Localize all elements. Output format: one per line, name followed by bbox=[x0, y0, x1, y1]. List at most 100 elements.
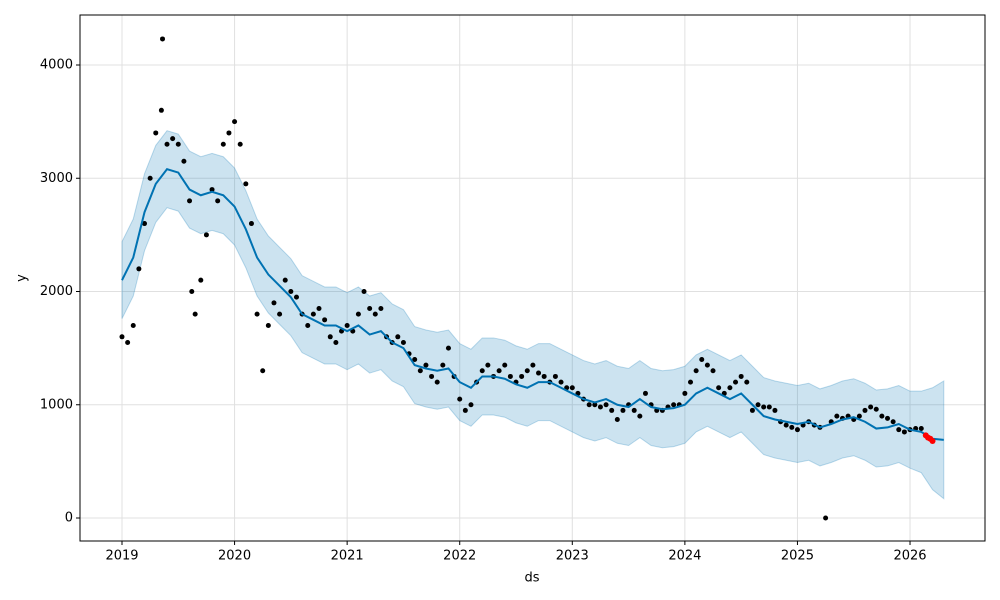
observed-point bbox=[631, 407, 637, 413]
observed-point bbox=[142, 221, 148, 227]
observed-point bbox=[733, 379, 739, 385]
observed-point bbox=[772, 407, 778, 413]
observed-point bbox=[541, 373, 547, 379]
observed-point bbox=[271, 300, 277, 306]
observed-point bbox=[136, 266, 142, 272]
observed-point bbox=[400, 339, 406, 345]
observed-point bbox=[181, 158, 187, 164]
observed-point bbox=[536, 370, 542, 376]
observed-point bbox=[226, 130, 232, 136]
observed-point bbox=[468, 402, 474, 408]
observed-point bbox=[130, 322, 136, 328]
observed-point bbox=[592, 402, 598, 408]
observed-point bbox=[158, 107, 164, 113]
observed-point bbox=[215, 198, 221, 204]
observed-point bbox=[378, 305, 384, 311]
observed-point bbox=[119, 334, 125, 340]
observed-point bbox=[502, 362, 508, 368]
observed-point bbox=[569, 385, 575, 391]
x-tick-label: 2020 bbox=[218, 549, 251, 564]
observed-point bbox=[187, 198, 193, 204]
observed-point bbox=[620, 407, 626, 413]
observed-point bbox=[164, 141, 170, 147]
observed-point bbox=[637, 413, 643, 419]
observed-point bbox=[445, 345, 451, 351]
observed-point bbox=[203, 232, 209, 238]
observed-point bbox=[524, 368, 530, 374]
observed-point bbox=[693, 368, 699, 374]
observed-point bbox=[322, 317, 328, 323]
observed-point bbox=[209, 187, 215, 193]
observed-point bbox=[367, 305, 373, 311]
observed-point bbox=[220, 141, 226, 147]
observed-point bbox=[552, 373, 558, 379]
observed-point bbox=[868, 404, 874, 410]
y-tick-label: 0 bbox=[65, 511, 73, 526]
observed-point bbox=[862, 407, 868, 413]
observed-point bbox=[671, 402, 677, 408]
observed-point bbox=[192, 311, 198, 317]
y-axis-label: y bbox=[15, 274, 30, 282]
observed-point bbox=[885, 415, 891, 421]
observed-point bbox=[507, 373, 513, 379]
observed-point bbox=[823, 515, 829, 521]
observed-point bbox=[766, 404, 772, 410]
observed-point bbox=[603, 402, 609, 408]
forecast-line bbox=[121, 168, 944, 441]
observed-point bbox=[372, 311, 378, 317]
observed-point bbox=[586, 402, 592, 408]
observed-point bbox=[794, 427, 800, 433]
observed-point bbox=[310, 311, 316, 317]
observed-point bbox=[417, 368, 423, 374]
observed-point bbox=[147, 175, 153, 181]
observed-point bbox=[434, 379, 440, 385]
observed-point bbox=[688, 379, 694, 385]
observed-point bbox=[682, 390, 688, 396]
x-tick-label: 2019 bbox=[105, 549, 138, 564]
observed-point bbox=[609, 407, 615, 413]
actual-point bbox=[929, 437, 936, 444]
observed-point bbox=[530, 362, 536, 368]
observed-point bbox=[327, 334, 333, 340]
observed-point bbox=[125, 339, 131, 345]
y-tick-label: 1000 bbox=[40, 397, 73, 412]
observed-point bbox=[597, 404, 603, 410]
uncertainty-band bbox=[121, 130, 945, 500]
observed-point bbox=[856, 413, 862, 419]
observed-point bbox=[761, 404, 767, 410]
observed-point bbox=[614, 416, 620, 422]
y-tick-label: 2000 bbox=[40, 284, 73, 299]
x-tick-label: 2022 bbox=[443, 549, 476, 564]
observed-point bbox=[462, 407, 468, 413]
observed-point bbox=[344, 322, 350, 328]
y-tick-label: 4000 bbox=[40, 58, 73, 73]
observed-point bbox=[789, 424, 795, 430]
observed-point bbox=[282, 277, 288, 283]
observed-point bbox=[232, 119, 238, 125]
observed-point bbox=[333, 339, 339, 345]
observed-point bbox=[479, 368, 485, 374]
observed-point bbox=[749, 407, 755, 413]
x-tick-label: 2021 bbox=[331, 549, 364, 564]
observed-point bbox=[260, 368, 266, 374]
observed-point bbox=[153, 130, 159, 136]
observed-point bbox=[896, 427, 902, 433]
observed-point bbox=[198, 277, 204, 283]
observed-point bbox=[519, 373, 525, 379]
observed-point bbox=[423, 362, 429, 368]
observed-point bbox=[558, 379, 564, 385]
observed-point bbox=[277, 311, 283, 317]
observed-point bbox=[189, 289, 195, 295]
observed-point bbox=[834, 413, 840, 419]
observed-point bbox=[412, 356, 418, 362]
observed-point bbox=[395, 334, 401, 340]
observed-point bbox=[355, 311, 361, 317]
observed-point bbox=[265, 322, 271, 328]
x-tick-label: 2025 bbox=[781, 549, 814, 564]
observed-point bbox=[744, 379, 750, 385]
observed-point bbox=[710, 368, 716, 374]
x-axis-label: ds bbox=[524, 571, 539, 586]
observed-point bbox=[288, 289, 294, 295]
observed-point bbox=[755, 402, 761, 408]
